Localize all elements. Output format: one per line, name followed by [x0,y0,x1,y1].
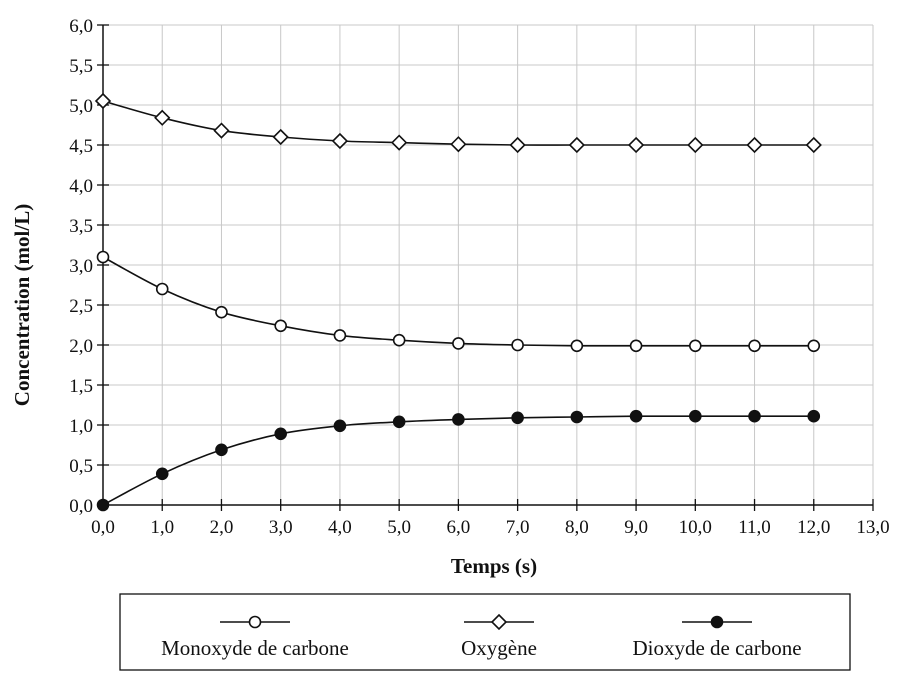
data-point [511,411,524,425]
data-point [746,136,763,154]
x-tick-label: 7,0 [506,517,530,538]
data-point [689,409,702,423]
data-point [807,339,821,353]
tick-labels: 0,0 1,0 2,0 3,0 4,0 5,0 6,0 7,0 8,0 9,0 10,0 11,0 12… [69,16,889,538]
data-point [331,132,349,150]
legend: Monoxyde de carbone Oxygène Dioxyde de car… [119,593,851,671]
data-point [452,413,465,426]
y-tick-label: 6,0 [69,16,93,37]
data-point [392,333,406,347]
legend-marker [710,615,724,629]
y-tick-label: 3,5 [69,216,93,237]
data-point [96,498,110,512]
data-point [213,122,230,139]
x-tick-label: 8,0 [565,517,589,538]
data-point [155,282,169,296]
data-point [274,319,287,333]
data-point [452,337,465,350]
series-0 [96,250,821,353]
data-point [627,136,645,154]
series-group [94,92,822,512]
x-tick-label: 10,0 [679,517,712,538]
data-point [333,329,347,342]
data-point [807,409,821,423]
legend-box [119,593,851,671]
y-tick-label: 2,0 [69,336,93,357]
data-point [94,92,112,110]
y-tick-label: 3,0 [69,256,93,277]
y-tick-label: 2,5 [69,296,93,317]
data-point [96,250,110,264]
legend-label: Dioxyde de carbone [632,636,801,660]
data-point [450,136,467,153]
series-1 [94,92,822,154]
legend-entry: Oxygène [461,613,537,660]
data-point [215,443,228,457]
axes [97,24,874,511]
data-point [155,467,169,481]
data-point [509,136,526,154]
x-tick-label: 5,0 [387,517,411,538]
y-tick-label: 1,0 [69,416,93,437]
y-tick-label: 4,0 [69,176,93,197]
x-tick-label: 13,0 [856,517,889,538]
data-point [748,409,761,423]
series-2 [96,409,821,512]
data-point [570,339,584,353]
legend-label: Monoxyde de carbone [161,636,349,660]
data-point [629,409,643,423]
x-axis-title: Temps (s) [451,554,537,578]
y-axis-title: Concentration (mol/L) [10,204,34,406]
data-point [511,338,524,352]
data-point [391,134,408,151]
y-tick-label: 1,5 [69,376,93,397]
x-tick-label: 6,0 [447,517,471,538]
data-point [333,419,347,433]
data-point [154,109,171,126]
legend-entry: Dioxyde de carbone [632,615,802,660]
x-tick-label: 11,0 [738,517,771,538]
x-tick-label: 0,0 [91,517,115,538]
data-point [629,339,643,353]
grid [103,24,874,505]
data-point [272,128,289,146]
data-point [568,136,585,154]
x-tick-label: 3,0 [269,517,293,538]
data-point [687,136,704,154]
legend-entry: Monoxyde de carbone [161,615,349,660]
y-tick-label: 4,5 [69,136,93,157]
legend-label: Oxygène [461,636,537,660]
data-point [748,339,761,353]
x-tick-label: 4,0 [328,517,352,538]
data-point [215,305,228,319]
data-point [689,339,702,353]
x-tick-label: 1,0 [150,517,174,538]
data-point [570,410,584,424]
y-tick-label: 5,5 [69,56,93,77]
y-tick-label: 5,0 [69,96,93,117]
data-point [274,427,287,441]
data-point [805,136,822,154]
legend-marker [248,615,262,629]
x-tick-label: 9,0 [624,517,648,538]
x-tick-label: 12,0 [797,517,830,538]
x-tick-label: 2,0 [210,517,234,538]
y-tick-label: 0,5 [69,456,93,477]
data-point [392,415,406,429]
y-tick-label: 0,0 [69,496,93,517]
legend-marker [490,613,508,631]
